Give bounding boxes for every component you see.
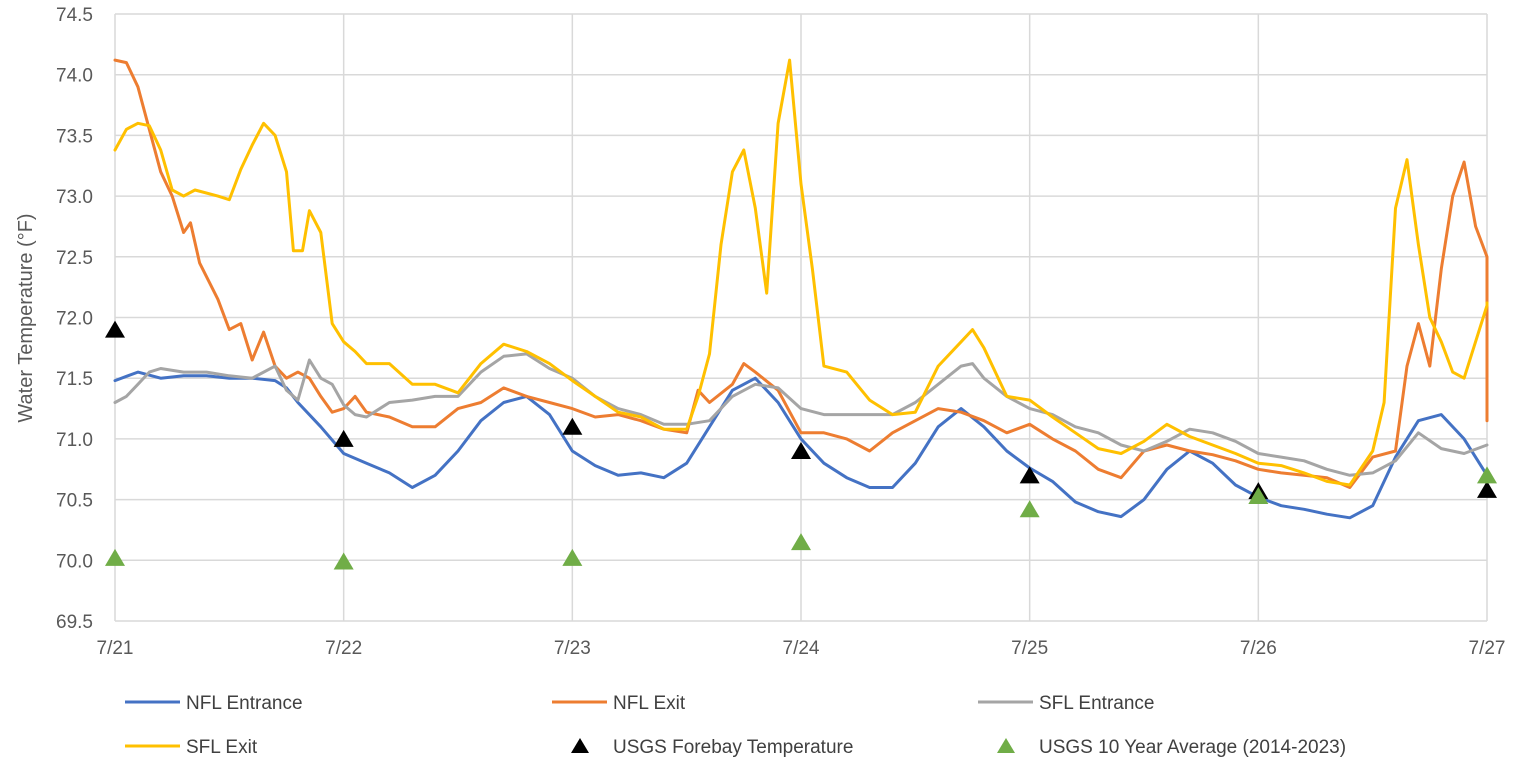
series-line — [113, 58, 1489, 487]
series-marker — [333, 429, 354, 447]
legend-label: NFL Exit — [613, 693, 686, 714]
legend-label: USGS Forebay Temperature — [613, 737, 853, 758]
y-tick-label: 74.0 — [56, 66, 93, 87]
y-tick-label: 69.5 — [56, 612, 93, 633]
y-tick-label: 71.5 — [56, 369, 93, 390]
x-tick-label: 7/26 — [1240, 638, 1277, 659]
series-marker — [1019, 500, 1040, 518]
gridlines — [114, 13, 1488, 622]
series-marker — [105, 548, 125, 566]
y-tick-label: 70.0 — [56, 551, 93, 572]
legend-marker-swatch — [997, 738, 1015, 753]
legend-label: NFL Entrance — [186, 693, 303, 714]
series-marker — [1477, 480, 1497, 498]
series-marker — [791, 533, 811, 551]
series-line — [113, 352, 1489, 477]
y-axis-tick-labels: 69.5 70.0 70.5 71.0 71.5 72.0 72.5 73.0 73.5 74.0… — [56, 5, 93, 633]
y-tick-label: 72.5 — [56, 248, 93, 269]
series-marker — [562, 548, 583, 566]
x-axis-tick-labels: 7/21 7/22 7/23 7/24 7/25 7/26 7/27 — [97, 638, 1506, 659]
x-tick-label: 7/22 — [325, 638, 362, 659]
y-tick-label: 72.0 — [56, 309, 93, 330]
series-line — [113, 58, 1489, 489]
legend-label: USGS 10 Year Average (2014-2023) — [1039, 737, 1346, 758]
y-tick-label: 74.5 — [56, 5, 93, 26]
x-tick-label: 7/27 — [1469, 638, 1506, 659]
y-tick-label: 71.0 — [56, 430, 93, 451]
series-marker — [105, 320, 125, 338]
series-marker — [562, 417, 583, 435]
y-axis-title: Water Temperature (°F) — [15, 213, 37, 422]
series-marker — [1019, 466, 1040, 484]
legend-label: SFL Exit — [186, 737, 258, 758]
series-marker — [333, 552, 354, 570]
legend: NFL Entrance NFL Exit SFL Entrance SFL Exit… — [125, 693, 1346, 758]
legend-label: SFL Entrance — [1039, 693, 1154, 714]
x-tick-label: 7/23 — [554, 638, 591, 659]
series-markers — [105, 320, 1497, 570]
y-tick-label: 73.5 — [56, 126, 93, 147]
x-tick-label: 7/24 — [783, 638, 820, 659]
legend-marker-swatch — [571, 738, 589, 753]
x-tick-label: 7/21 — [97, 638, 134, 659]
series-marker — [1248, 486, 1269, 504]
series-marker — [791, 442, 811, 460]
x-tick-label: 7/25 — [1011, 638, 1048, 659]
series-marker — [1477, 466, 1497, 484]
y-tick-label: 70.5 — [56, 491, 93, 512]
y-tick-label: 73.0 — [56, 187, 93, 208]
